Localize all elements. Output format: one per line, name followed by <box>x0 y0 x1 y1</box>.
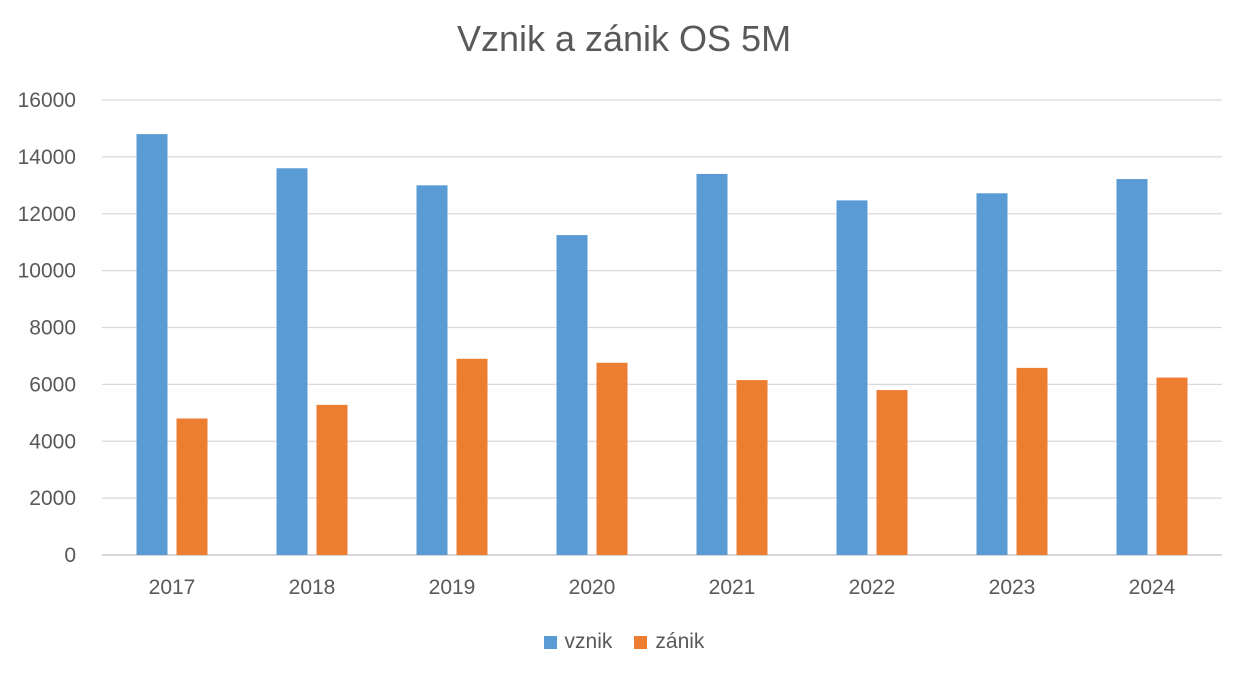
y-tick-label: 10000 <box>18 260 76 283</box>
y-tick-label: 8000 <box>29 317 76 340</box>
bar-znik-2023 <box>1016 367 1048 555</box>
bar-znik-2017 <box>176 418 208 555</box>
bars <box>136 134 1188 555</box>
bar-znik-2021 <box>736 380 768 555</box>
bar-vznik-2020 <box>556 235 588 555</box>
bar-vznik-2018 <box>276 168 308 555</box>
x-tick-label: 2022 <box>849 576 896 599</box>
legend-swatch-vznik <box>543 635 557 649</box>
x-tick-label: 2021 <box>709 576 756 599</box>
bar-vznik-2024 <box>1116 179 1148 555</box>
bar-znik-2024 <box>1156 377 1188 555</box>
x-tick-label: 2020 <box>569 576 616 599</box>
bar-znik-2022 <box>876 390 908 555</box>
bar-vznik-2019 <box>416 185 448 555</box>
y-tick-label: 2000 <box>29 487 76 510</box>
x-tick-label: 2019 <box>429 576 476 599</box>
x-tick-label: 2023 <box>989 576 1036 599</box>
y-axis-ticks: 0 2000 4000 6000 8000 10000 12000 14000 16000 <box>18 89 76 567</box>
legend-swatch-zanik <box>634 635 648 649</box>
bar-znik-2020 <box>596 362 628 555</box>
bar-znik-2019 <box>456 358 488 555</box>
x-axis-ticks: 2017 2018 2019 2020 2021 2022 2023 2024 <box>149 576 1176 599</box>
x-tick-label: 2018 <box>289 576 336 599</box>
x-tick-label: 2024 <box>1129 576 1176 599</box>
grid-lines <box>102 99 1222 556</box>
y-tick-label: 12000 <box>18 203 76 226</box>
bar-vznik-2021 <box>696 173 728 555</box>
legend: vznik zánik <box>0 630 1248 654</box>
legend-item-vznik: vznik <box>543 630 613 654</box>
x-tick-label: 2017 <box>149 576 196 599</box>
bar-znik-2018 <box>316 404 348 555</box>
y-tick-label: 6000 <box>29 373 76 396</box>
chart-title: Vznik a zánik OS 5M <box>456 18 792 59</box>
bar-vznik-2022 <box>836 200 868 555</box>
legend-item-zanik: zánik <box>634 630 704 654</box>
bar-vznik-2017 <box>136 134 168 555</box>
y-tick-label: 16000 <box>18 89 76 112</box>
y-tick-label: 4000 <box>29 430 76 453</box>
y-tick-label: 0 <box>64 544 76 567</box>
bar-vznik-2023 <box>976 193 1008 555</box>
legend-label-vznik: vznik <box>564 630 613 653</box>
legend-label-zanik: zánik <box>655 630 705 653</box>
y-tick-label: 14000 <box>18 146 76 169</box>
